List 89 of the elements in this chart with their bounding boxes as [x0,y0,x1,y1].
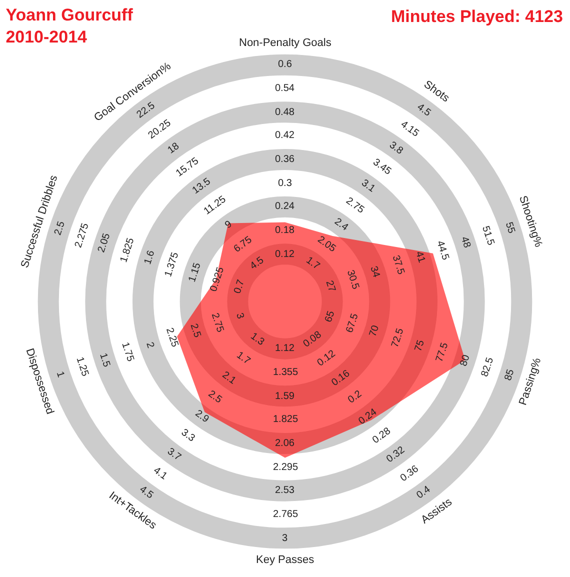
text: 1.355 [273,367,298,378]
text: 41 [413,250,428,265]
text: 0.48 [275,107,295,118]
text: 1.7 [304,254,322,272]
text: 2.1 [220,370,238,387]
text: 1.375 [162,250,182,278]
text: 3 [233,312,246,321]
spoke-label: Key Passes [256,554,315,566]
text: 2.5 [188,322,203,340]
text: 3.45 [370,156,394,178]
text: 0.54 [275,83,295,94]
text: 9 [223,218,234,231]
text: 0.2 [346,388,364,406]
text: 80 [458,353,472,368]
text: 0.7 [232,278,248,296]
text: 2.295 [273,462,298,473]
text: 30.5 [344,268,362,292]
text: 0.3 [278,178,292,189]
text: 1.59 [275,391,295,402]
text: 72.5 [390,326,406,349]
chart-title: Yoann Gourcuff 2010-2014 [6,5,134,46]
text: 1 [54,370,66,380]
text: 0.36 [275,154,295,165]
text: 0.4 [414,484,433,502]
text: 1.5 [97,352,112,369]
spoke-label: Non-Penalty Goals [239,37,332,49]
text: 2.53 [275,485,295,496]
text: 0.925 [208,265,227,294]
text: 1.3 [248,330,266,348]
text: 51.5 [480,224,496,248]
text: 0.24 [275,201,295,212]
text: 48 [458,235,472,250]
text: 1.12 [275,343,295,354]
text: 65 [323,309,338,324]
text: 18 [166,140,182,156]
text: 2.5 [206,388,224,406]
text: 0.12 [275,249,295,260]
text: 2.25 [164,326,180,349]
text: 0.16 [330,368,352,389]
text: 82.5 [480,356,496,378]
text: 2 [144,340,156,350]
text: 44.5 [434,240,451,262]
text: 0.6 [278,59,292,70]
text: 2.75 [208,312,226,334]
text: 3.7 [165,446,184,464]
text: 2.05 [96,232,113,254]
text: 75 [413,338,428,353]
text: 27 [323,279,338,294]
text: 4.5 [248,254,266,272]
chart-subtitle: Minutes Played: 4123 [391,7,563,26]
text: 0.08 [301,329,324,350]
text: 37.5 [390,254,406,276]
text: 67.5 [344,312,362,334]
text: 4.15 [398,118,422,140]
text: 3.1 [359,178,378,196]
text: 0.28 [370,425,394,446]
text: 2.5 [52,220,68,237]
text: 2.06 [275,438,295,449]
text: 2.4 [332,216,350,234]
text: 4.5 [414,102,433,120]
text: 2.05 [315,234,338,255]
text: 3.8 [387,140,406,158]
text: 2.765 [273,509,298,520]
text: 0.18 [275,225,295,236]
text: 1.25 [74,356,90,378]
text: 1.15 [186,261,204,284]
text: 1.75 [119,341,136,364]
text: 13.5 [190,176,214,197]
text: 55 [502,220,517,236]
text: 0.24 [356,406,380,428]
text: 0.12 [315,348,338,369]
text: 2.275 [73,222,92,250]
text: 3 [282,533,288,544]
text: 3.3 [179,427,198,444]
text: 70 [368,324,382,338]
text: 6.75 [232,234,255,255]
text: 1.825 [118,236,137,264]
text: 85 [502,368,517,382]
text: 0.32 [384,444,408,466]
text: 0.36 [398,463,422,484]
text: 1.6 [142,248,158,266]
text: 34 [368,264,382,280]
text: 2.75 [344,195,366,216]
text: 1.825 [273,414,298,425]
text: 77.5 [434,341,451,364]
text: 2.9 [192,408,212,426]
text: 4.1 [151,465,170,482]
text: 0.42 [275,130,295,141]
text: 1.7 [234,350,252,368]
